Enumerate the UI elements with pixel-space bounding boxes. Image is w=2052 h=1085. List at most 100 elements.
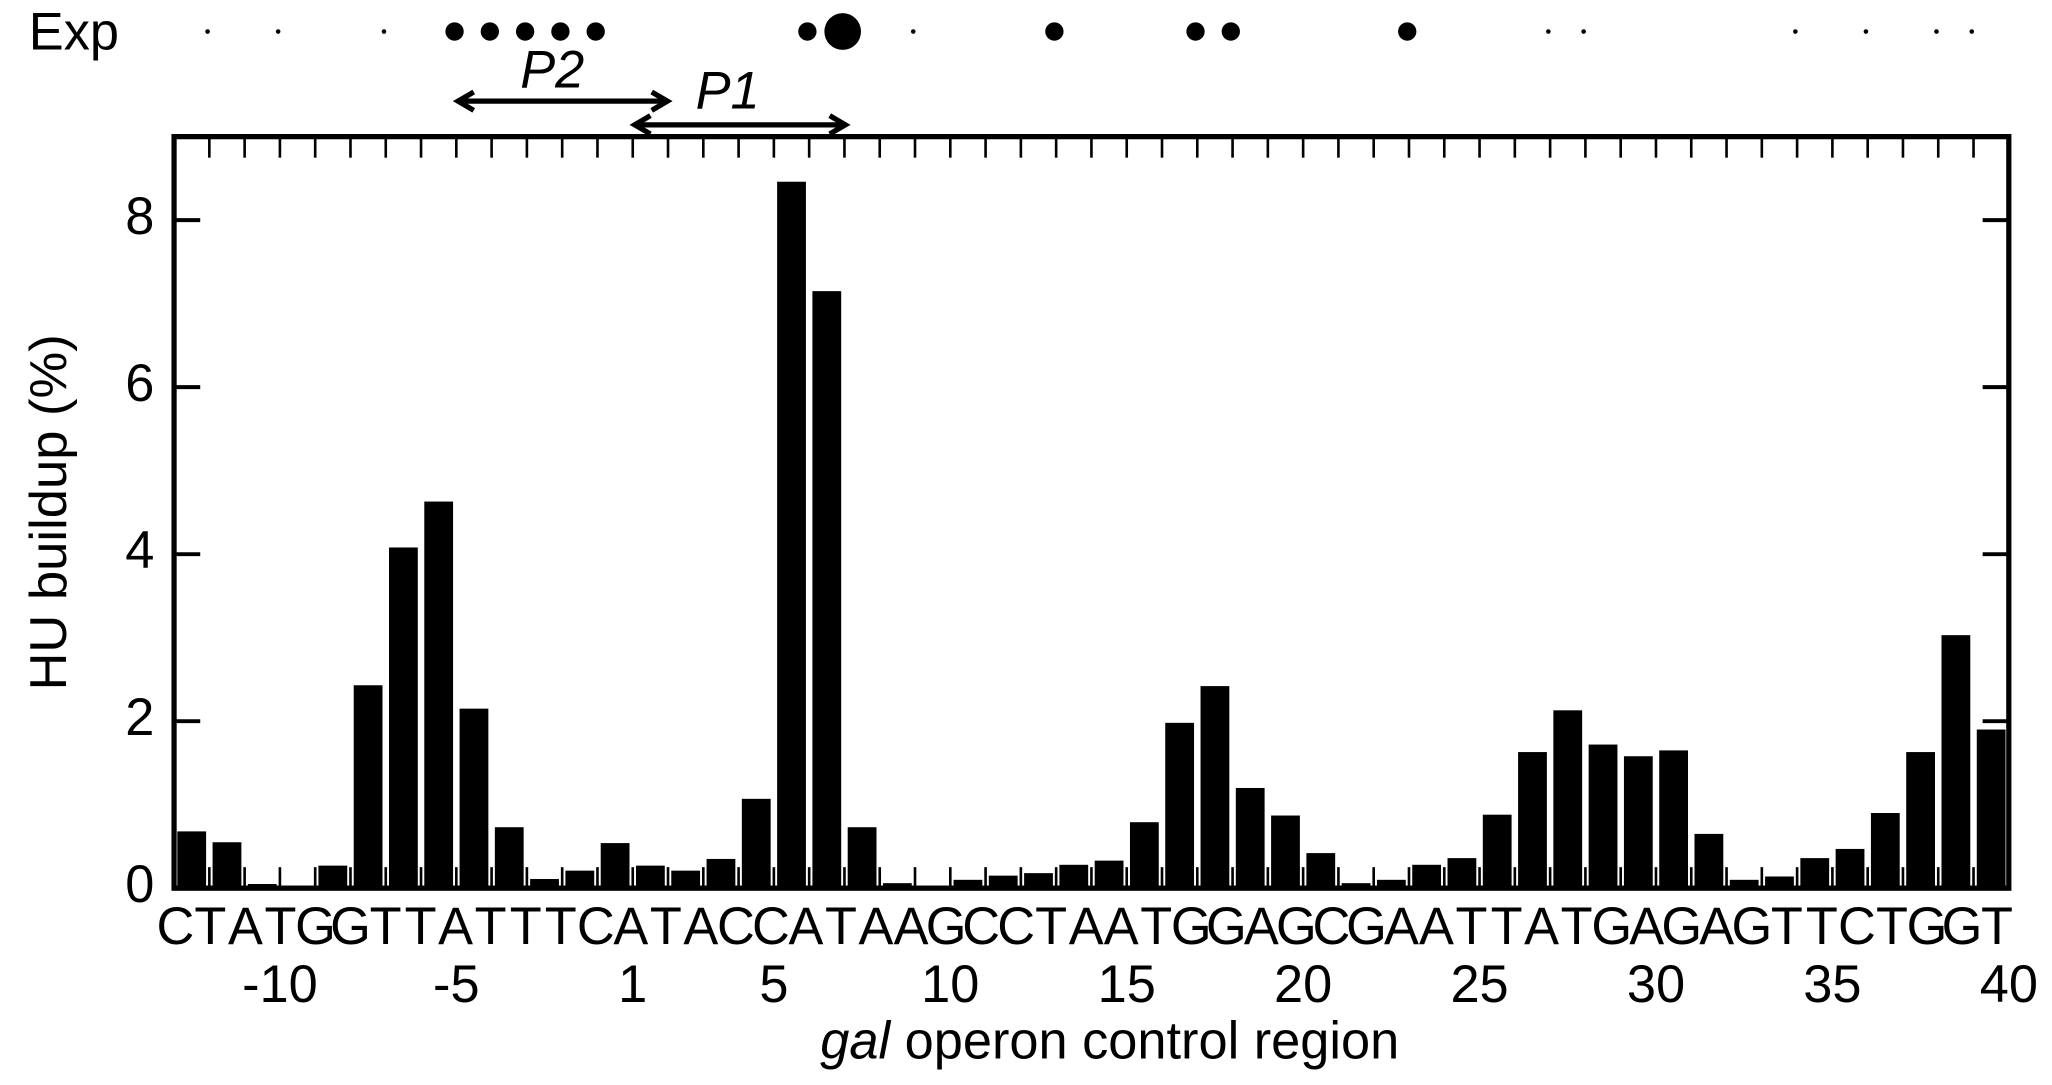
exp-dot: [1934, 29, 1939, 34]
sequence-letter: T: [650, 898, 682, 956]
bar: [847, 827, 877, 889]
x-tick-label: 40: [1980, 956, 2038, 1014]
x-axis-label: gal operon control region: [820, 1012, 1399, 1070]
sequence-letter: G: [1591, 898, 1632, 956]
bar: [1870, 813, 1900, 889]
bar: [777, 181, 806, 889]
sequence-letter: C: [962, 898, 1000, 956]
bar: [1129, 822, 1159, 889]
sequence-letter: T: [1806, 898, 1838, 956]
y-axis-label: HU buildup (%): [20, 334, 78, 690]
exp-dot: [1969, 29, 1975, 34]
arrow-head: [629, 113, 652, 137]
bar: [1235, 787, 1265, 889]
x-tick-label: 15: [1098, 956, 1156, 1014]
sequence-letter: G: [926, 898, 967, 956]
bar: [1165, 722, 1195, 889]
bar: [1553, 710, 1583, 889]
bar: [1059, 864, 1089, 889]
sequence-letter: A: [1104, 898, 1139, 956]
sequence-letter: A: [1524, 898, 1559, 956]
sequence-letter: G: [1276, 898, 1317, 956]
bar: [1200, 686, 1230, 889]
bar: [1412, 864, 1442, 889]
bar: [494, 827, 524, 889]
bar: [459, 708, 489, 889]
bar: [600, 843, 630, 889]
sequence-letter: T: [1491, 898, 1523, 956]
exp-dot: [1581, 29, 1586, 34]
sequence-letter: A: [894, 898, 929, 956]
exp-dot: [1186, 22, 1205, 41]
y-tick-label: 0: [125, 856, 154, 914]
bar: [1271, 815, 1300, 889]
y-tick-label: 4: [125, 522, 154, 580]
sequence-letter: C: [156, 898, 194, 956]
exp-dot: [1546, 29, 1551, 34]
sequence-letter: A: [1244, 898, 1279, 956]
exp-dot: [1045, 22, 1064, 41]
x-axis-label-rest: operon control region: [905, 1012, 1400, 1070]
sequence-letter: T: [370, 898, 402, 956]
bar: [389, 547, 418, 889]
x-tick-label: 10: [921, 956, 979, 1014]
sequence-letter: T: [405, 898, 437, 956]
sequence-letter: G: [295, 898, 336, 956]
y-tick-label: 2: [125, 689, 154, 747]
sequence-letter: C: [717, 898, 755, 956]
promoter-label: P2: [520, 41, 584, 99]
bar: [177, 831, 207, 889]
bar: [812, 291, 842, 889]
sequence-letter: T: [545, 898, 577, 956]
x-tick-label: -10: [242, 956, 318, 1014]
x-tick-label: -5: [433, 956, 480, 1014]
exp-dot: [1398, 22, 1417, 41]
bar: [1376, 879, 1406, 889]
sequence-letter: C: [1838, 898, 1876, 956]
sequence-letter: T: [510, 898, 542, 956]
bar: [741, 798, 771, 889]
sequence-letter: T: [264, 898, 296, 956]
sequence-letter: T: [1035, 898, 1067, 956]
bar: [635, 865, 665, 889]
bar: [953, 879, 983, 889]
x-tick-label: 20: [1274, 956, 1332, 1014]
bar: [424, 501, 454, 889]
sequence-letter: T: [1456, 898, 1488, 956]
promoter-arrows: [452, 89, 851, 137]
sequence-letter: G: [1171, 898, 1212, 956]
exp-dot: [480, 22, 500, 41]
x-tick-label: 30: [1627, 956, 1685, 1014]
exp-dot: [1863, 29, 1869, 34]
exp-dot: [798, 22, 817, 41]
exp-dot: [205, 29, 210, 34]
bar: [706, 858, 736, 889]
sequence-letter: T: [1876, 898, 1908, 956]
sequence-letter: G: [1907, 898, 1948, 956]
bar: [318, 865, 348, 889]
exp-dot: [586, 22, 605, 41]
sequence-letter: G: [1942, 898, 1983, 956]
bar: [1447, 858, 1477, 889]
x-tick-label: 1: [618, 956, 647, 1014]
exp-dot: [910, 29, 916, 34]
bar: [1765, 876, 1794, 889]
exp-dot: [445, 22, 464, 41]
sequence-letter: A: [1699, 898, 1734, 956]
bar: [988, 875, 1018, 889]
bar: [1482, 814, 1512, 889]
bar: [1306, 853, 1336, 889]
bar: [1729, 879, 1759, 889]
bar: [1906, 752, 1935, 889]
y-tick-label: 8: [125, 188, 154, 246]
bar: [530, 878, 559, 889]
bar: [1941, 635, 1971, 889]
bar: [1518, 752, 1547, 889]
bar: [1623, 756, 1653, 889]
sequence-letter: T: [1771, 898, 1803, 956]
sequence-letter: G: [1661, 898, 1702, 956]
bar: [1024, 873, 1053, 889]
sequence-letter: A: [228, 898, 263, 956]
